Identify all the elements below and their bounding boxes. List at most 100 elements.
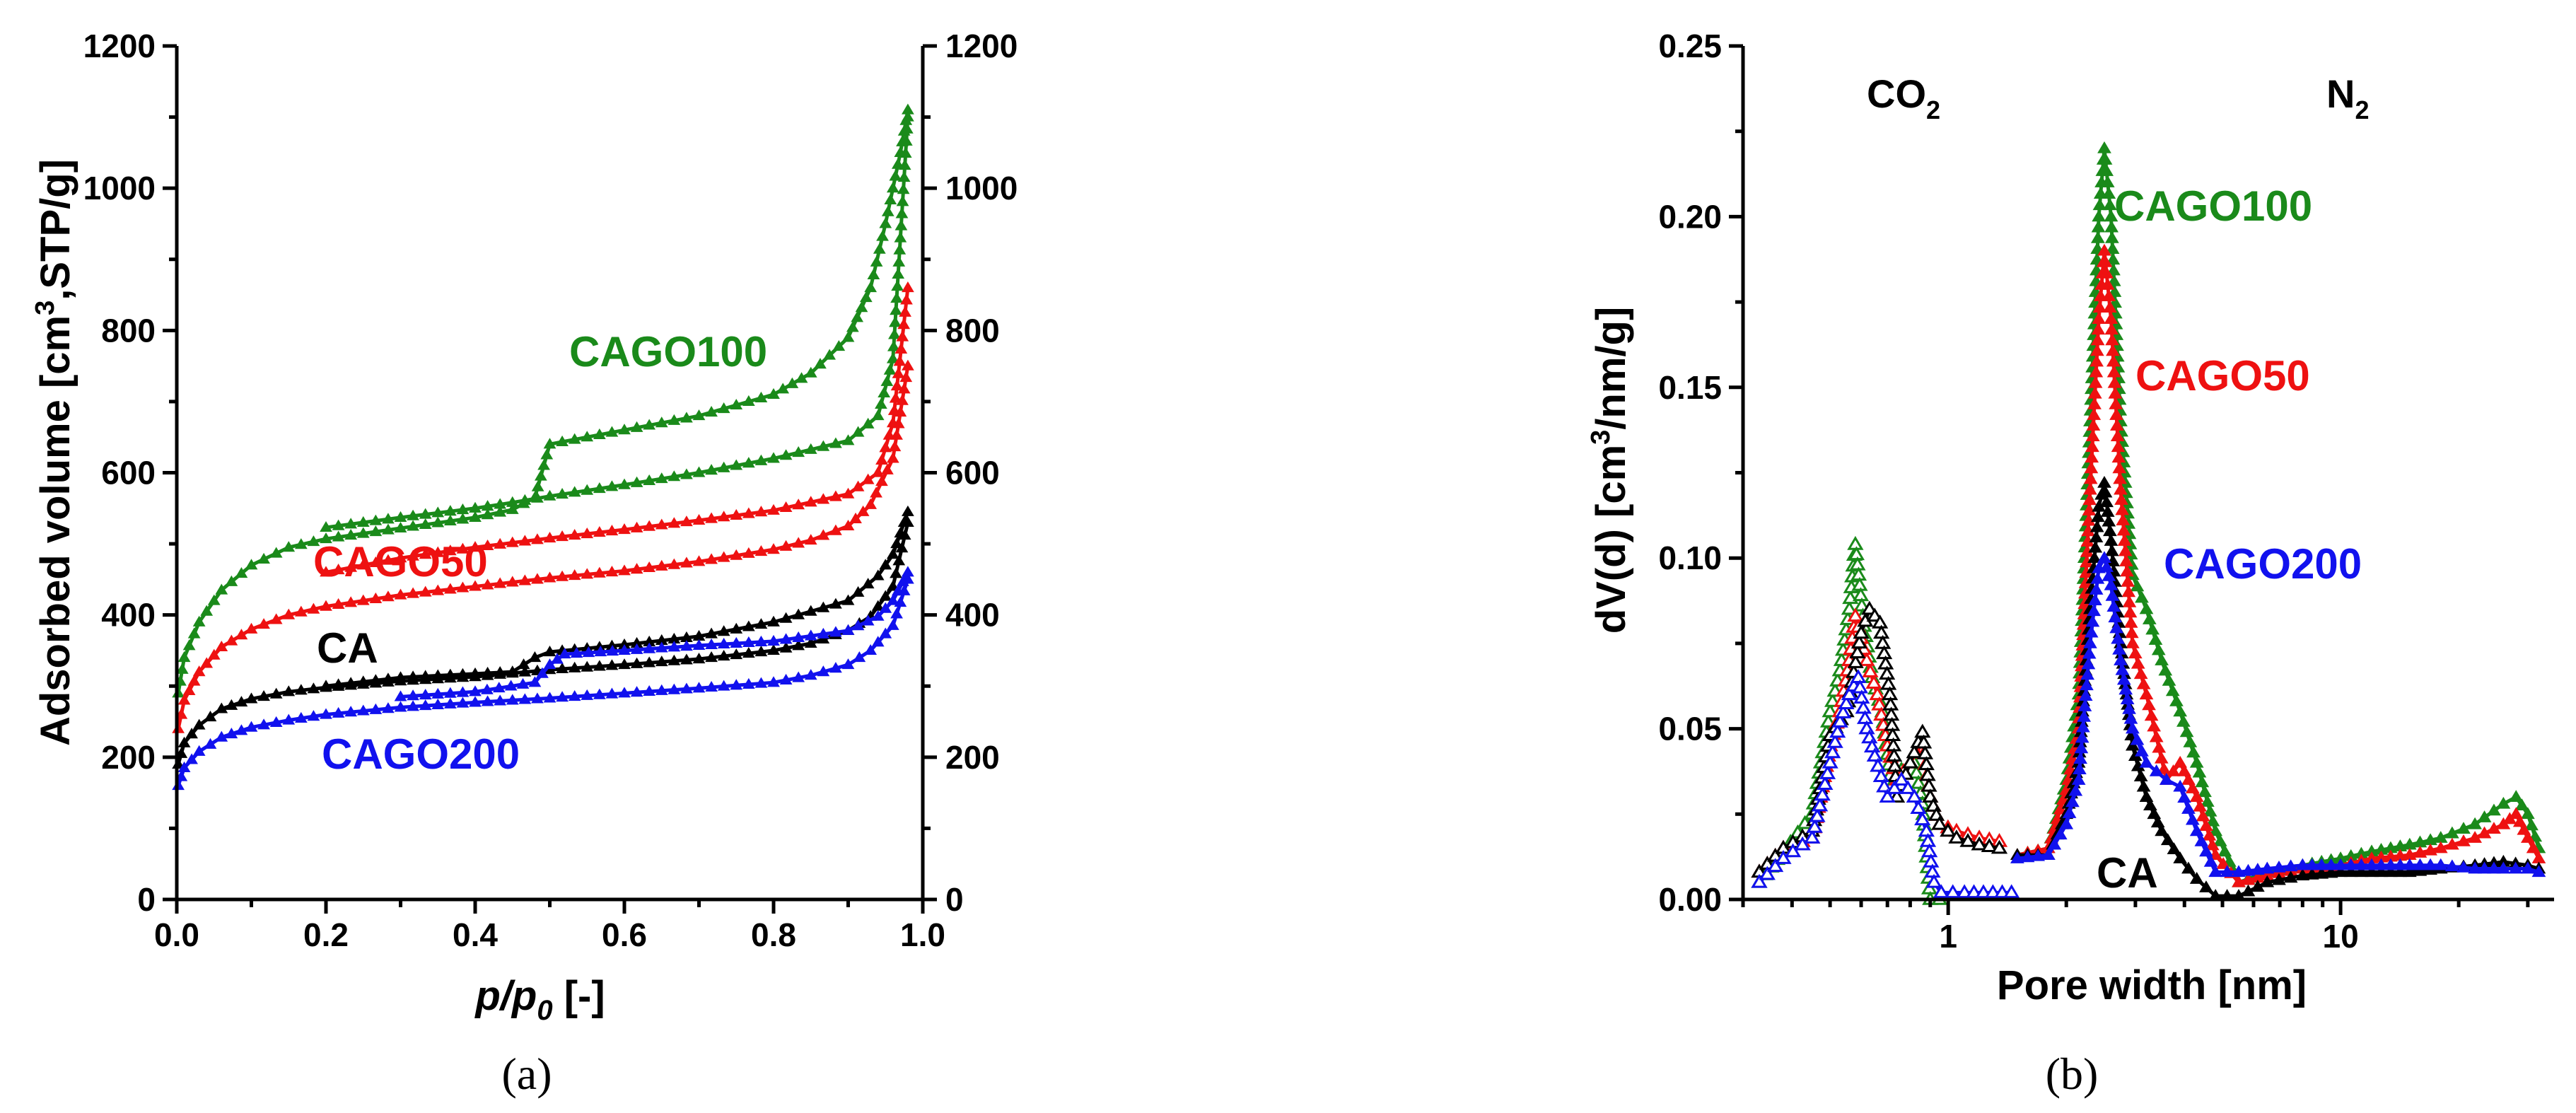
isotherm-chart: 0 0 200 200 400 400 600 600 800 800 1000 1000 1200 12… xyxy=(30,28,1018,1099)
psd-co2-ca-marker xyxy=(1981,838,1998,852)
isotherm-cago100-adsorption-marker xyxy=(855,301,868,313)
isotherm-cago200-adsorption-marker xyxy=(320,708,332,719)
isotherm-cago50-desorption-marker xyxy=(886,416,899,428)
isotherm-cago200-adsorption-marker xyxy=(269,716,283,727)
psd-n2-cago200-marker xyxy=(2456,860,2471,873)
isotherm-cago200-adsorption-marker xyxy=(282,713,296,725)
isotherm-cago200-adsorption-marker xyxy=(792,671,805,682)
isotherm-cago100-adsorption-marker xyxy=(655,416,668,428)
isotherm-cago50-desorption-marker xyxy=(407,549,419,561)
isotherm-cago200-adsorption-marker xyxy=(245,721,258,732)
psd-n2-cago50-marker xyxy=(2089,365,2104,378)
psd-n2-cago100-marker xyxy=(2145,622,2160,635)
isotherm-cago200-desorption-marker xyxy=(792,631,805,642)
isotherm-y-tick-label-right: 1200 xyxy=(945,28,1018,64)
isotherm-cago100-desorption-marker xyxy=(692,466,706,477)
isotherm-cago50-desorption-marker xyxy=(581,528,594,539)
isotherm-ca-adsorption xyxy=(172,515,914,769)
isotherm-cago100-desorption-marker xyxy=(897,171,911,182)
psd-n2-cago200-marker xyxy=(2122,702,2136,714)
psd-x-tick-label: 1 xyxy=(1939,918,1957,955)
psd-n2-cago50-marker xyxy=(2106,344,2120,356)
psd-n2-cago200-marker xyxy=(2114,653,2128,665)
psd-co2-cago100-marker xyxy=(1841,600,1858,615)
psd-n2-cago50-marker xyxy=(2125,636,2140,648)
isotherm-cago50-desorption-marker xyxy=(730,508,743,520)
isotherm-cago200-desorption-marker xyxy=(606,644,619,656)
isotherm-cago100-adsorption-marker xyxy=(776,383,790,394)
isotherm-ca-desorption-marker xyxy=(356,675,370,687)
isotherm-cago100-adsorption-line xyxy=(176,110,910,694)
psd-n2-cago100-marker xyxy=(2195,775,2210,788)
psd-n2-cago50-marker xyxy=(2121,575,2135,587)
isotherm-y-tick-label-left: 800 xyxy=(101,312,156,349)
psd-co2-ca-marker xyxy=(1919,767,1936,781)
psd-n2-cago50-marker xyxy=(2085,450,2099,463)
isotherm-cago50-desorption-marker xyxy=(481,539,494,551)
isotherm-cago50-desorption-marker xyxy=(394,552,407,563)
psd-n2-cago50-marker xyxy=(2116,513,2131,525)
psd-co2-ca-marker xyxy=(1940,822,1957,837)
isotherm-cago50-desorption-marker xyxy=(518,535,532,546)
psd-co2-cago100-marker xyxy=(1910,774,1927,789)
isotherm-cago50-adsorption-marker xyxy=(881,463,894,474)
isotherm-cago50-adsorption-marker xyxy=(307,602,320,614)
psd-n2-cago50-marker xyxy=(2517,822,2531,835)
isotherm-cago50-desorption-marker xyxy=(568,529,581,540)
isotherm-cago200-desorption-marker xyxy=(902,566,914,577)
psd-n2-cago200-marker xyxy=(2130,733,2145,745)
isotherm-cago100-adsorption-marker xyxy=(344,529,358,540)
psd-n2-ca-marker xyxy=(2167,842,2181,854)
isotherm-cago50-adsorption-marker xyxy=(754,544,768,556)
isotherm-cago100-desorption-marker xyxy=(886,352,899,363)
isotherm-cago200-adsorption-marker xyxy=(344,706,358,717)
isotherm-ca-desorption-marker xyxy=(332,678,345,689)
psd-co2-cago200-marker xyxy=(1794,836,1811,851)
isotherm-cago100-desorption-marker xyxy=(841,434,855,445)
isotherm-cago200-adsorption-marker xyxy=(369,703,383,714)
psd-co2-ca-marker xyxy=(1866,607,1883,622)
isotherm-cago100-desorption-marker xyxy=(892,267,905,279)
psd-n2-ca-marker xyxy=(2104,544,2119,556)
psd-n2-cago50-marker xyxy=(2109,408,2123,420)
isotherm-cago50-desorption-marker xyxy=(543,532,556,543)
isotherm-cago200-desorption-marker xyxy=(456,686,470,697)
psd-n2-cago100-marker xyxy=(2169,694,2184,706)
isotherm-cago100-desorption-marker xyxy=(518,494,532,505)
isotherm-cago50-desorption-marker xyxy=(618,523,631,535)
isotherm-cago100-adsorption-marker xyxy=(568,433,581,444)
psd-n2-cago200-marker xyxy=(2068,783,2083,796)
psd-n2-cago100-marker xyxy=(2176,714,2191,727)
isotherm-ca-desorption-marker xyxy=(894,527,907,538)
isotherm-cago50-desorption-marker xyxy=(419,548,432,559)
isotherm-ca-adsorption-marker xyxy=(730,648,743,660)
isotherm-cago50-desorption-marker xyxy=(889,392,902,403)
psd-co2-cago200-marker xyxy=(1856,710,1874,724)
psd-n2-cago200-marker xyxy=(2139,755,2154,768)
psd-n2-cago200-marker xyxy=(2444,859,2459,872)
psd-n2-cago200-marker xyxy=(2078,689,2093,701)
isotherm-cago200-desorption-marker xyxy=(841,624,855,635)
isotherm-ca-adsorption-marker xyxy=(886,580,899,591)
isotherm-series-group xyxy=(172,103,914,791)
isotherm-cago100-desorption-marker xyxy=(887,340,900,351)
isotherm-cago50-desorption-marker xyxy=(692,513,706,525)
psd-n2-cago200-marker xyxy=(2081,657,2096,670)
isotherm-cago100-desorption-marker xyxy=(804,443,817,454)
isotherm-cago100-desorption-marker xyxy=(356,515,370,528)
isotherm-ca-adsorption-marker xyxy=(892,554,906,566)
psd-n2-cago200-marker xyxy=(2089,583,2104,595)
isotherm-ca-adsorption-marker xyxy=(890,567,902,578)
psd-n2-cago200-marker xyxy=(2520,861,2535,874)
isotherm-cago200-adsorption-marker xyxy=(518,693,532,704)
isotherm-cago50-adsorption-marker xyxy=(369,592,383,603)
psd-n2-cago200-marker xyxy=(2108,610,2123,623)
isotherm-cago100-desorption-marker xyxy=(680,468,693,479)
psd-n2-ca-marker xyxy=(2100,505,2115,517)
psd-co2-cago200-marker xyxy=(1804,829,1821,844)
psd-co2-cago200-marker xyxy=(1851,679,1869,694)
psd-n2-cago200-marker xyxy=(2031,849,2046,861)
psd-co2-ca-marker xyxy=(1853,624,1870,639)
isotherm-cago100-desorption-marker xyxy=(767,452,780,463)
isotherm-cago50-adsorption-marker xyxy=(655,559,668,571)
